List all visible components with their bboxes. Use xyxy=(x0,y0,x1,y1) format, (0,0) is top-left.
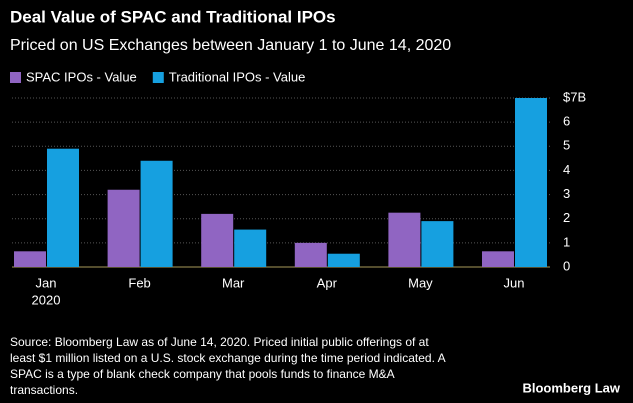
bar xyxy=(294,242,327,267)
x-tick-label: Mar xyxy=(222,275,245,290)
y-tick-label: 2 xyxy=(563,210,570,225)
chart-title: Deal Value of SPAC and Traditional IPOs xyxy=(10,7,336,26)
y-tick-label: 0 xyxy=(563,258,570,273)
legend-label: SPAC IPOs - Value xyxy=(26,69,137,84)
bar xyxy=(234,229,267,267)
x-tick-label: Jan xyxy=(36,275,57,290)
x-tick-label: May xyxy=(408,275,433,290)
bar xyxy=(515,98,547,267)
bar xyxy=(327,253,360,267)
x-tick-label: Feb xyxy=(128,275,150,290)
source-note: transactions. xyxy=(10,383,78,397)
brand: Bloomberg Law xyxy=(522,380,620,395)
y-tick-label: 6 xyxy=(563,114,570,129)
bar xyxy=(107,189,140,267)
bar xyxy=(388,212,421,267)
y-tick-label: 4 xyxy=(563,162,570,177)
x-year-label: 2020 xyxy=(32,292,61,307)
legend-swatch xyxy=(10,72,21,83)
bar xyxy=(482,251,514,267)
x-tick-label: Jun xyxy=(504,275,525,290)
y-tick-label: 1 xyxy=(563,234,570,249)
legend-label: Traditional IPOs - Value xyxy=(169,69,306,84)
y-tick-label: 3 xyxy=(563,186,570,201)
bar xyxy=(421,221,454,267)
source-note: Source: Bloomberg Law as of June 14, 202… xyxy=(10,335,429,349)
bar xyxy=(14,251,46,267)
bar xyxy=(140,160,173,267)
source-note: SPAC is a type of blank check company th… xyxy=(10,367,395,381)
y-tick-label: 5 xyxy=(563,138,570,153)
bar xyxy=(47,148,79,267)
chart-subtitle: Priced on US Exchanges between January 1… xyxy=(10,37,451,54)
x-tick-label: Apr xyxy=(317,275,338,290)
legend-swatch xyxy=(152,72,164,83)
bar xyxy=(201,213,234,267)
y-tick-label: $7B xyxy=(563,89,586,104)
source-note: least $1 million listed on a U.S. stock … xyxy=(10,351,446,365)
